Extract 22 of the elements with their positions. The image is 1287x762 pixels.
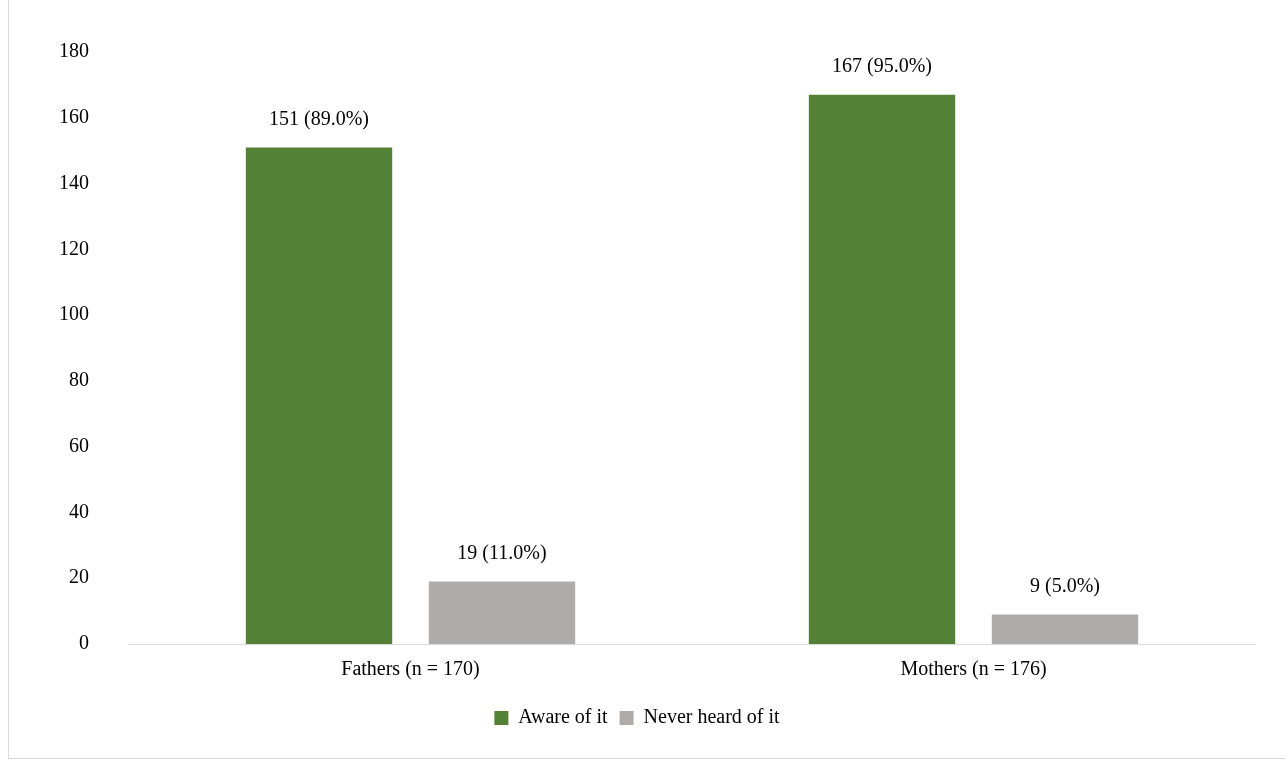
y-tick-label: 20: [69, 565, 89, 588]
y-tick-label: 80: [69, 368, 89, 391]
y-tick-label: 0: [79, 631, 89, 654]
data-label: 19 (11.0%): [457, 540, 547, 564]
y-tick-label: 160: [59, 105, 89, 128]
data-label: 151 (89.0%): [269, 106, 369, 130]
y-tick-label: 60: [69, 433, 89, 456]
bar: [808, 94, 956, 644]
x-tick-label: Fathers (n = 170): [341, 657, 480, 681]
legend-label: Aware of it: [518, 705, 609, 728]
data-label: 167 (95.0%): [832, 54, 932, 78]
bar: [428, 581, 576, 644]
bar: [991, 614, 1139, 644]
y-tick-label: 120: [59, 236, 89, 259]
x-tick-label: Mothers (n = 176): [900, 657, 1047, 681]
y-tick-label: 180: [59, 39, 89, 62]
y-tick-label: 140: [59, 170, 89, 193]
y-tick-label: 40: [69, 499, 89, 522]
y-tick-label: 100: [59, 302, 89, 325]
legend-label: Never heard of it: [643, 705, 781, 728]
bar: [245, 147, 393, 644]
data-label: 9 (5.0%): [1030, 573, 1100, 597]
